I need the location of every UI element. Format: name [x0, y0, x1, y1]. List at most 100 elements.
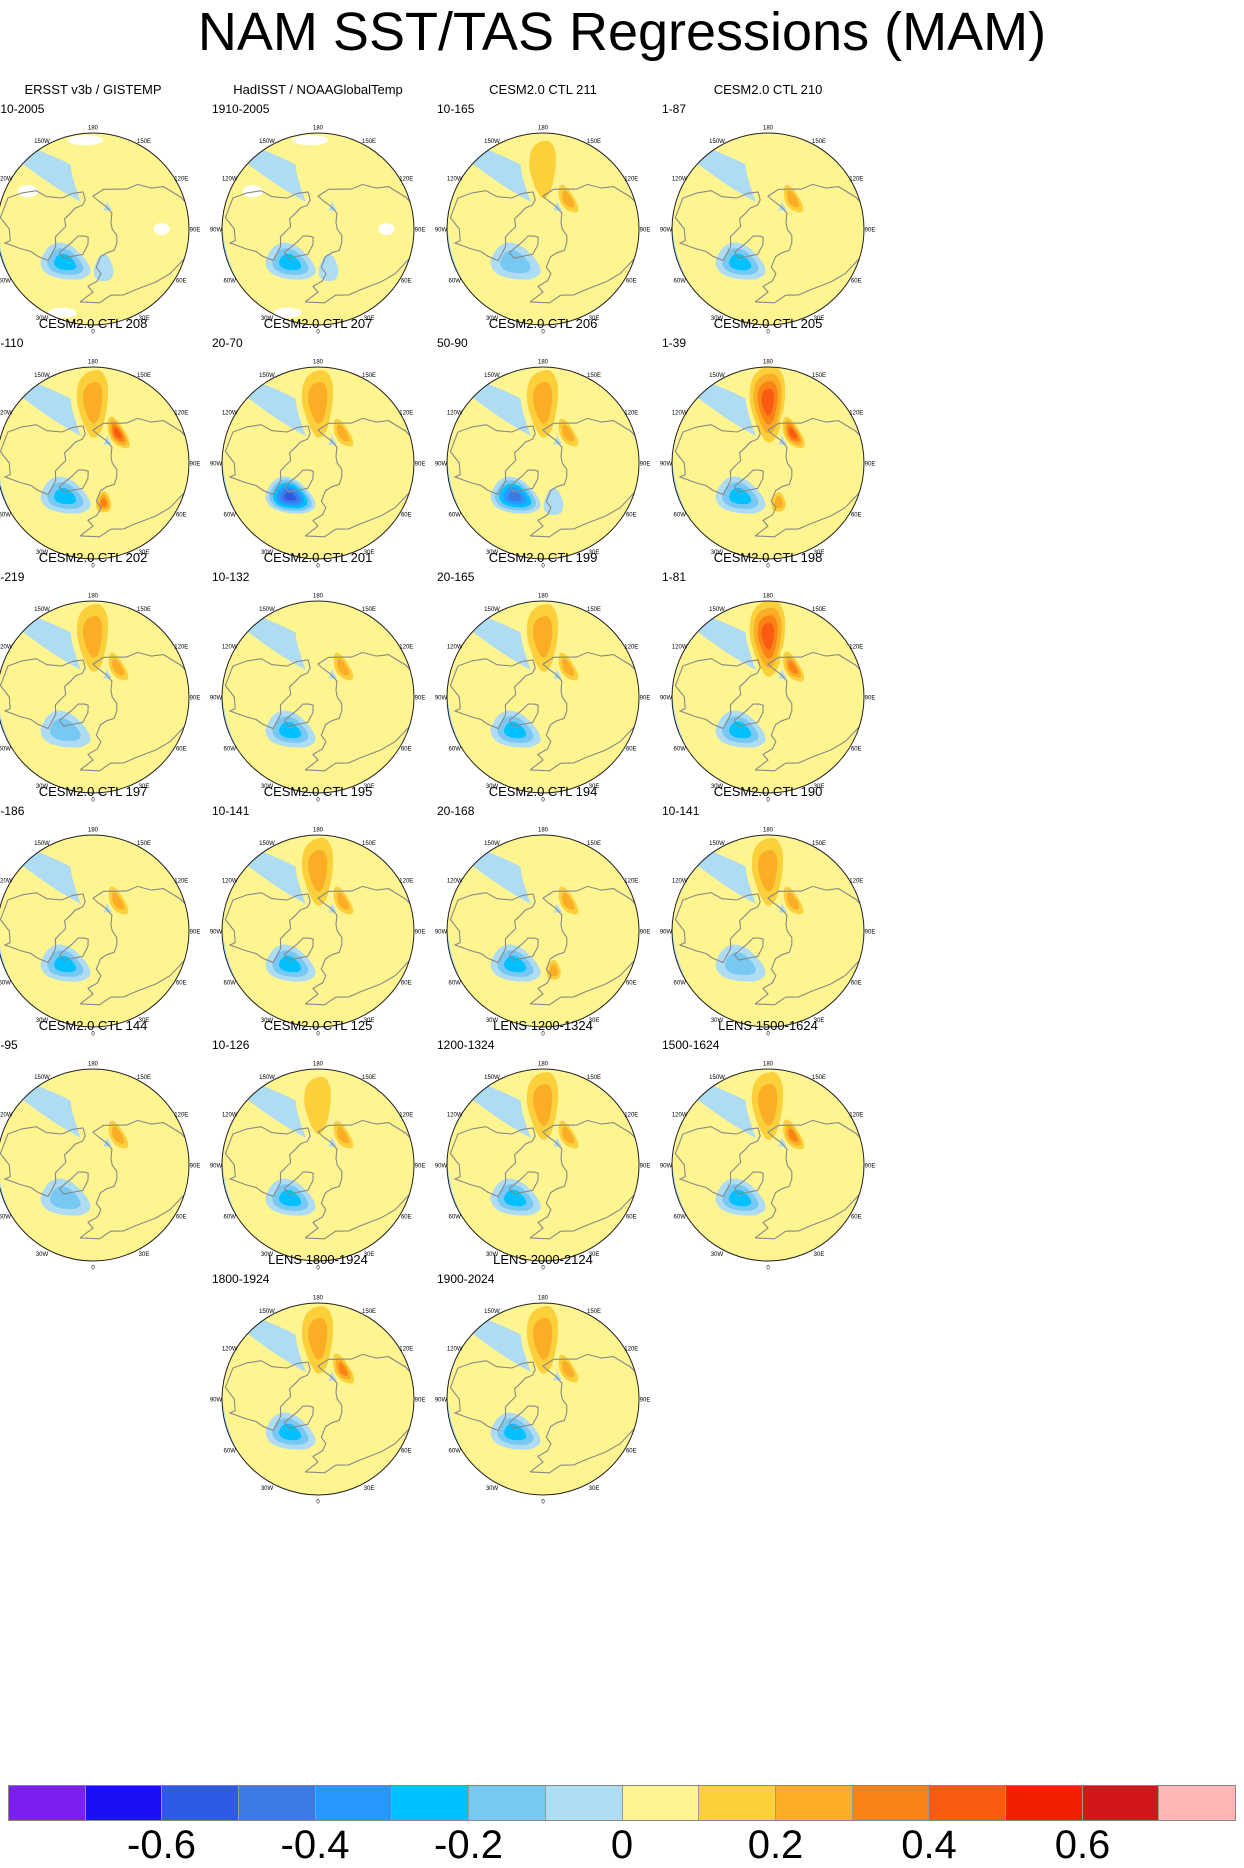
longitude-label: 60W: [224, 747, 237, 753]
colorbar-box: [239, 1786, 316, 1820]
polar-map: 180 150E 120E 90E 60E 30E 0 30W 60W 90W 120W 150W: [435, 1296, 651, 1506]
coastline: [283, 703, 314, 727]
panel-title: HadISST / NOAAGlobalTemp: [233, 82, 403, 97]
longitude-label: 90W: [435, 1398, 448, 1404]
longitude-label: 150E: [587, 607, 601, 613]
polar-map: 180 150E 120E 90E 60E 30E 0 30W 60W 90W 120W 150W: [210, 828, 426, 1038]
north-pacific-anomaly-contour: [308, 849, 328, 893]
labrador-sea-anomaly-contour: [503, 1189, 527, 1207]
longitude-label: 30W: [36, 316, 49, 322]
longitude-label: 30E: [364, 1018, 375, 1024]
longitude-label: 180: [88, 1062, 99, 1068]
polar-map: 180 150E 120E 90E 60E 30E 0 30W 60W 90W 120W 150W: [210, 1062, 426, 1272]
longitude-label: 60E: [626, 1449, 637, 1455]
longitude-label: 150W: [34, 841, 50, 847]
longitude-label: 30W: [486, 1252, 499, 1258]
longitude-label: 60E: [851, 513, 862, 519]
longitude-label: 30E: [814, 316, 825, 322]
subtropical-atlantic-positive-contour: [673, 460, 732, 557]
polar-map: 180 150E 120E 90E 60E 30E 0 30W 60W 90W 120W 150W: [435, 1062, 651, 1272]
north-pacific-anomaly-contour: [758, 849, 778, 893]
longitude-label: 30W: [711, 1018, 724, 1024]
longitude-label: 150E: [362, 1309, 376, 1315]
coastline: [508, 235, 539, 259]
coastline: [304, 885, 414, 1006]
coastline: [508, 1171, 539, 1195]
longitude-label: 30W: [261, 1252, 274, 1258]
subtropical-atlantic-positive-contour: [0, 460, 57, 557]
longitude-label: 90E: [640, 930, 651, 936]
longitude-label: 90W: [660, 462, 673, 468]
polar-map: 180 150E 120E 90E 60E 30E 0 30W 60W 90W 120W 150W: [435, 360, 651, 570]
longitude-label: 60E: [176, 1215, 187, 1221]
north-pacific-anomaly-contour: [83, 381, 103, 425]
map-boundary: [221, 366, 415, 560]
subtropical-atlantic-positive-contour: [448, 1162, 507, 1259]
longitude-label: 180: [88, 828, 99, 834]
coastline: [529, 183, 639, 304]
coastline: [754, 1119, 864, 1240]
polar-map: 180 150E 120E 90E 60E 30E 0 30W 60W 90W 120W 150W: [435, 594, 651, 804]
longitude-label: 90W: [210, 1398, 223, 1404]
longitude-label: 90W: [660, 696, 673, 702]
longitude-label: 60E: [626, 513, 637, 519]
longitude-label: 180: [763, 126, 774, 132]
panel-period: 1900-2024: [437, 1272, 495, 1286]
coastline: [508, 703, 539, 727]
longitude-label: 90E: [190, 696, 201, 702]
panel-period: 1-81: [662, 570, 687, 584]
coastline: [0, 190, 86, 262]
longitude-label: 60E: [851, 981, 862, 987]
siberia-anomaly-contour: [787, 190, 800, 208]
subtropical-atlantic-positive-contour: [223, 1396, 282, 1493]
longitude-label: 0: [766, 1266, 770, 1272]
map-panel: CESM2.0 CTL 197 55-186 180 150E 120E 90E 60E 30…: [0, 784, 241, 1054]
eurasia-anomaly-contour: [325, 452, 404, 494]
longitude-label: 60W: [0, 747, 11, 753]
missing-data-gap: [242, 185, 263, 198]
map-boundary: [221, 600, 415, 794]
coastline: [0, 424, 86, 496]
panel-period: 10-132: [212, 570, 250, 584]
longitude-label: 120W: [222, 177, 238, 183]
longitude-label: 150E: [812, 841, 826, 847]
labrador-sea-anomaly-contour: [49, 718, 82, 742]
longitude-label: 0: [541, 1032, 545, 1038]
map-boundary: [446, 132, 640, 326]
panel-period: 1910-2005: [212, 102, 270, 116]
longitude-label: 60E: [851, 747, 862, 753]
longitude-label: 60E: [626, 1215, 637, 1221]
longitude-label: 90E: [640, 228, 651, 234]
longitude-label: 60W: [674, 279, 687, 285]
labrador-sea-anomaly-contour: [724, 952, 757, 976]
longitude-label: 90E: [415, 462, 426, 468]
coastline: [224, 892, 311, 964]
longitude-label: 90W: [660, 228, 673, 234]
siberia-anomaly-contour: [338, 1362, 348, 1376]
longitude-label: 150E: [137, 607, 151, 613]
longitude-label: 30E: [139, 1252, 150, 1258]
colorbar-box: [545, 1786, 623, 1820]
siberia-anomaly-contour: [562, 892, 575, 910]
eurasia-anomaly-contour: [550, 1388, 629, 1430]
siberia-anomaly-contour: [562, 190, 575, 208]
panel-title: CESM2.0 CTL 197: [38, 784, 148, 799]
eurasia-anomaly-contour: [100, 920, 179, 962]
eurasia-anomaly-contour: [775, 686, 854, 728]
longitude-label: 120W: [447, 879, 463, 885]
longitude-label: 60E: [626, 981, 637, 987]
siberia-anomaly-contour: [337, 424, 350, 442]
eurasia-anomaly-contour: [775, 452, 854, 494]
longitude-label: 120E: [624, 411, 638, 417]
longitude-label: 30W: [711, 1252, 724, 1258]
longitude-label: 90W: [660, 930, 673, 936]
longitude-label: 60W: [224, 1215, 237, 1221]
panel-period: 20-70: [212, 336, 243, 350]
panel-period: 10-95: [0, 1038, 18, 1052]
longitude-label: 150W: [484, 373, 500, 379]
longitude-label: 30E: [589, 1486, 600, 1492]
longitude-label: 90W: [210, 696, 223, 702]
coastline: [449, 190, 536, 262]
colorbar-box: [699, 1786, 776, 1820]
colorbar-box: [315, 1786, 393, 1820]
